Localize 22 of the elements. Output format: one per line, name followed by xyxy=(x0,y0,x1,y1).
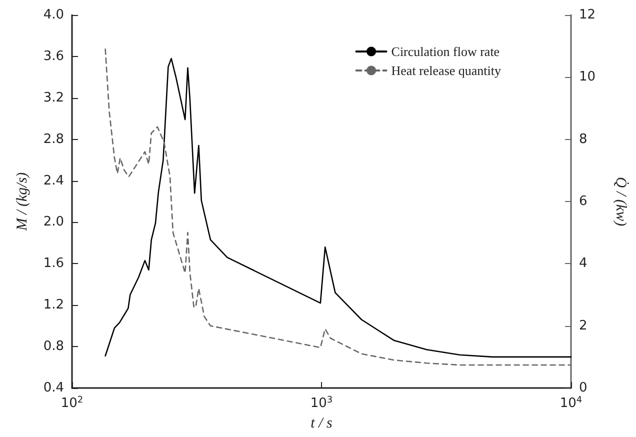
legend-label: Circulation flow rate xyxy=(391,44,500,59)
y2-tick-label: 0 xyxy=(579,380,588,396)
y-tick-label: 4.0 xyxy=(43,8,64,22)
y-tick-label: 1.2 xyxy=(43,298,64,313)
x-axis-title: t / s xyxy=(310,416,332,432)
y-tick-label: 2.0 xyxy=(43,214,64,230)
y-tick-label: 0.8 xyxy=(43,339,64,354)
y-tick-label: 3.6 xyxy=(43,48,64,64)
y2-axis-title: Q̇ / (kw) xyxy=(612,176,629,226)
y-tick-label: 1.6 xyxy=(43,256,64,272)
y2-tick-label: 6 xyxy=(579,194,588,209)
y-axis-title: M / (kg/s) xyxy=(14,172,30,232)
y2-tick-label: 10 xyxy=(579,70,596,85)
y2-tick-label: 2 xyxy=(579,318,588,334)
y-tick-label: 3.2 xyxy=(43,90,64,106)
legend-label: Heat release quantity xyxy=(391,63,502,78)
y-tick-label: 0.4 xyxy=(43,380,64,396)
y2-tick-label: 8 xyxy=(579,132,588,147)
y-tick-label: 2.8 xyxy=(43,132,64,147)
y2-tick-label: 4 xyxy=(579,256,588,272)
y2-tick-label: 12 xyxy=(579,8,596,22)
y-tick-label: 2.4 xyxy=(43,173,64,188)
